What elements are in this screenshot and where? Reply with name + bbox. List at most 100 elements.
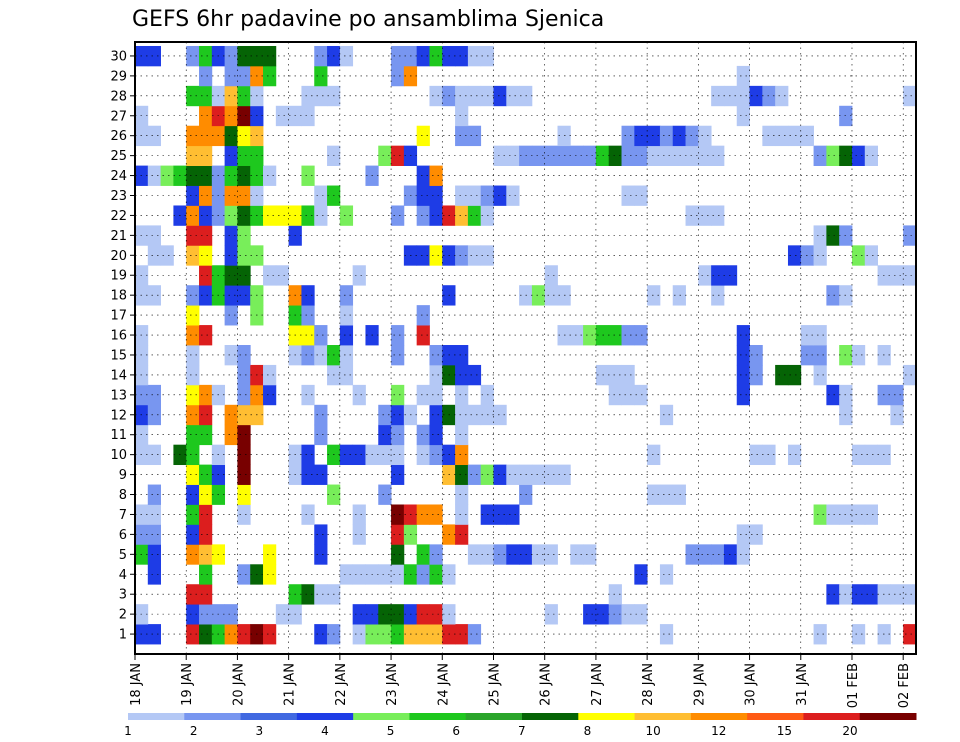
heatmap-cell [186, 345, 200, 366]
heatmap-cell [826, 504, 840, 525]
heatmap-cell [647, 145, 661, 166]
heatmap-cell [570, 325, 584, 346]
heatmap-cell [378, 145, 392, 166]
heatmap-cell [314, 185, 328, 206]
x-tick-label: 02 FEB [897, 663, 912, 708]
heatmap-cell [352, 384, 366, 406]
heatmap-cell [391, 604, 405, 625]
heatmap-cell [903, 265, 917, 286]
x-tick-label: 28 JAN [641, 663, 656, 706]
heatmap-cell [493, 185, 507, 206]
heatmap-cell [608, 384, 622, 406]
y-tick-label: 15 [110, 348, 127, 363]
heatmap-cell [147, 524, 161, 545]
heatmap-cell [851, 345, 866, 366]
heatmap-cell [147, 404, 161, 426]
heatmap-cell [455, 85, 469, 107]
colorbar-segment [128, 713, 185, 720]
heatmap-cell [647, 484, 661, 505]
heatmap-cell [186, 145, 200, 166]
heatmap-cell [455, 404, 469, 426]
heatmap-cell [749, 444, 763, 466]
heatmap-cell [659, 145, 674, 166]
heatmap-cell [199, 65, 213, 87]
heatmap-cell [416, 624, 430, 645]
heatmap-cell [864, 584, 878, 605]
heatmap-cell [147, 125, 161, 147]
heatmap-cell [199, 45, 213, 67]
heatmap-cell [570, 145, 584, 166]
colorbar-segment [803, 713, 861, 720]
heatmap-cell [378, 424, 392, 446]
heatmap-cell [147, 564, 161, 585]
heatmap-cell [467, 464, 482, 485]
heatmap-cell [199, 105, 213, 127]
heatmap-cell [199, 524, 213, 545]
heatmap-cell [634, 384, 648, 406]
heatmap-cell [224, 424, 238, 446]
heatmap-cell [301, 444, 315, 466]
x-tick-label: 23 JAN [385, 663, 400, 706]
heatmap-cell [813, 145, 827, 166]
heatmap-cell [736, 364, 750, 386]
heatmap-cell [378, 404, 392, 426]
heatmap-cell [672, 285, 686, 306]
heatmap-cell [314, 345, 328, 366]
heatmap-cell [199, 624, 213, 645]
heatmap-cell [224, 265, 238, 286]
colorbar-label: 2 [190, 724, 198, 738]
heatmap-cell [864, 245, 878, 266]
heatmap-cell [416, 504, 430, 525]
gridlines [134, 42, 916, 654]
heatmap-cell [455, 364, 469, 386]
heatmap-cell [429, 345, 443, 366]
heatmap-cell [813, 504, 827, 525]
heatmap-cell [621, 185, 635, 206]
heatmap-cell [237, 504, 251, 525]
heatmap-cell [698, 544, 712, 565]
heatmap-cell [314, 624, 328, 645]
heatmap-cell [224, 404, 238, 426]
heatmap-cell [391, 45, 405, 67]
heatmap-cell [224, 604, 238, 625]
heatmap-cell [672, 125, 686, 147]
heatmap-cell [416, 444, 430, 466]
heatmap-cell [301, 285, 315, 306]
plot-frame [134, 41, 917, 655]
heatmap-cell [429, 85, 443, 107]
heatmap-cell [199, 604, 213, 625]
y-tick-label: 19 [110, 269, 127, 284]
x-tick-label: 30 JAN [744, 663, 759, 706]
y-tick-label: 10 [110, 448, 127, 463]
heatmap-cell [186, 604, 200, 625]
heatmap-cell [608, 145, 622, 166]
heatmap-cell [186, 205, 200, 226]
heatmap-cell [378, 564, 392, 585]
heatmap-cell [416, 185, 430, 206]
heatmap-cell [544, 604, 558, 625]
y-tick-label: 2 [119, 608, 127, 623]
heatmap-cell [186, 404, 200, 426]
heatmap-cell [685, 205, 699, 226]
heatmap-cell [903, 85, 917, 107]
heatmap-cell [506, 464, 520, 485]
heatmap-cell [186, 305, 200, 326]
heatmap-cell [186, 584, 200, 605]
heatmap-cell [634, 325, 648, 346]
heatmap-cell [467, 45, 482, 67]
x-tick-label: 31 JAN [795, 663, 810, 706]
colorbar-label: 4 [321, 724, 329, 738]
heatmap-cell [339, 364, 354, 386]
heatmap-cell [493, 145, 507, 166]
heatmap-cell [199, 384, 213, 406]
heatmap-cell [864, 504, 878, 525]
heatmap-cell [301, 305, 315, 326]
heatmap-cell [851, 145, 866, 166]
x-tick-label: 26 JAN [539, 663, 554, 706]
heatmap-cell [378, 604, 392, 625]
heatmap-cell [224, 85, 238, 107]
heatmap-cell [698, 125, 712, 147]
heatmap-cell [416, 165, 430, 186]
heatmap-cell [186, 85, 200, 107]
